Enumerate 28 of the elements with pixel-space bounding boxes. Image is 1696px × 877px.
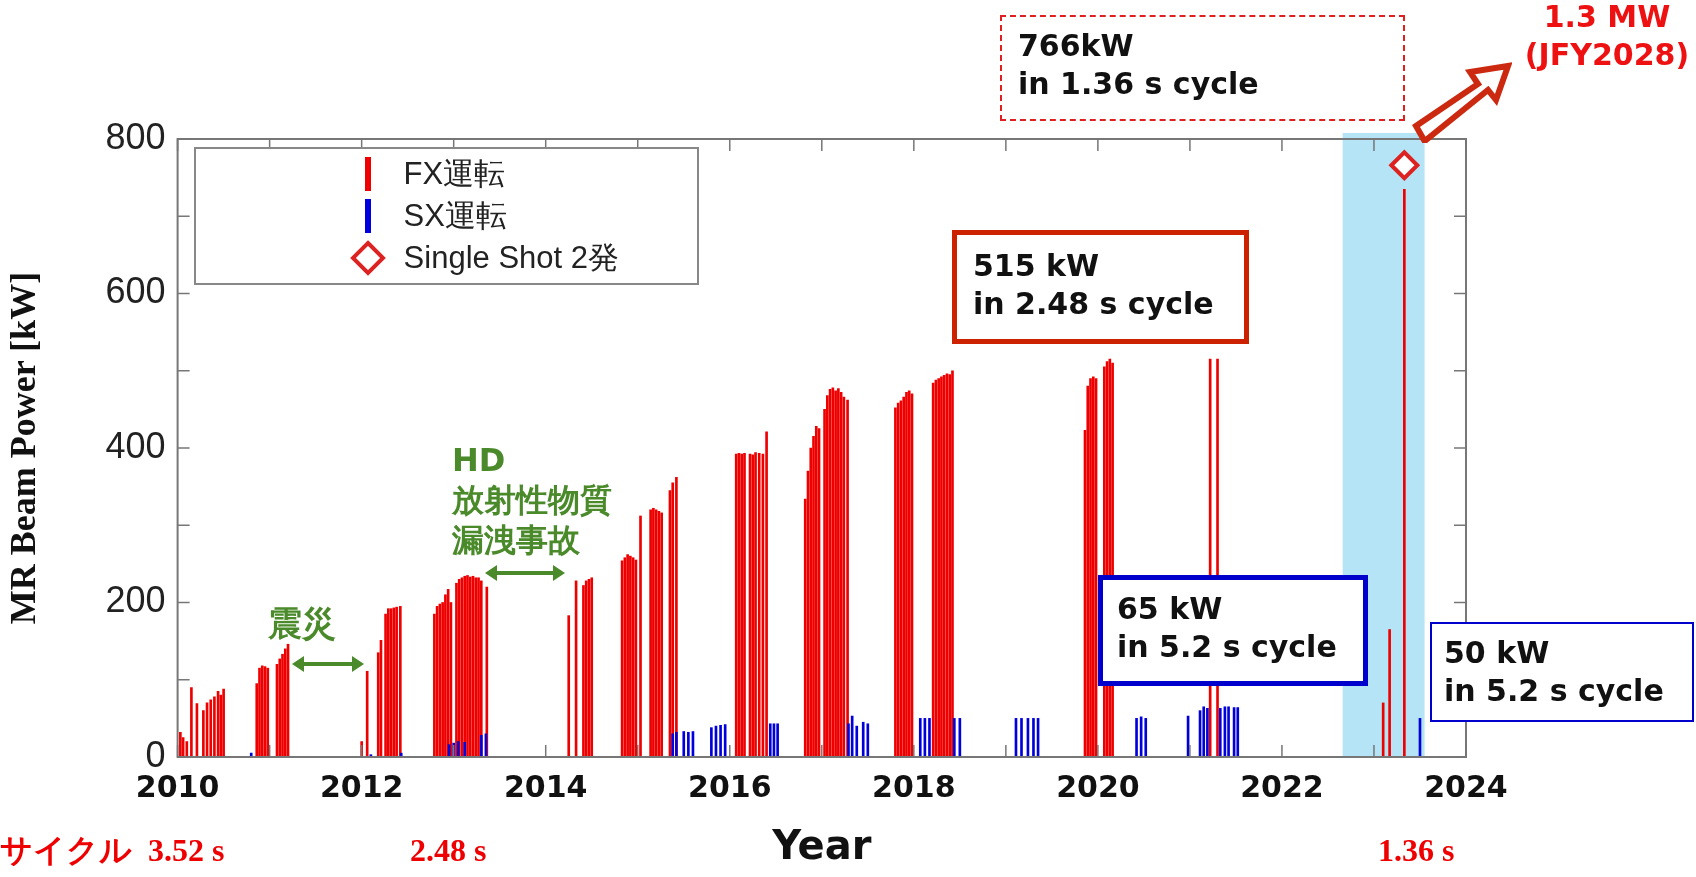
text: サイクル 3.52 s (0, 831, 226, 870)
legend-label: FX運転 (403, 155, 506, 193)
annotation: 放射性物質 (452, 480, 613, 520)
annotation: 漏洩事故 (452, 520, 581, 560)
legend-label: SX運転 (403, 197, 507, 235)
x-tick-label: 2020 (1056, 768, 1140, 804)
text: 1.36 s (1378, 831, 1456, 870)
x-tick-label: 2016 (688, 768, 772, 804)
x-tick-label: 2024 (1424, 768, 1508, 804)
x-tick-label: 2012 (319, 768, 404, 804)
y-tick-label: 400 (105, 424, 166, 466)
text: 766kW in 1.36 s cycle (1000, 15, 1405, 121)
annotation: 65 kW in 5.2 s cycle (1098, 575, 1368, 686)
y-tick-label: 800 (105, 115, 166, 157)
text: 2.48 s (410, 831, 488, 870)
y-axis-title: MR Beam Power [kW] (2, 271, 43, 625)
x-axis-title: Year (771, 822, 872, 869)
y-tick-label: 600 (105, 270, 166, 312)
annotation: HD (452, 440, 507, 480)
annotation: 50 kW in 5.2 s cycle (1430, 622, 1694, 722)
y-tick-label: 200 (105, 579, 166, 621)
x-tick-label: 2018 (872, 768, 956, 804)
x-tick-label: 2022 (1240, 768, 1324, 804)
annotation: 515 kW in 2.48 s cycle (952, 230, 1249, 344)
annotation: 震災 (268, 602, 337, 645)
text: 1.3 MW (JFY2028) (1523, 0, 1691, 74)
x-tick-label: 2014 (503, 768, 588, 804)
legend-label: Single Shot 2発 (403, 239, 620, 277)
